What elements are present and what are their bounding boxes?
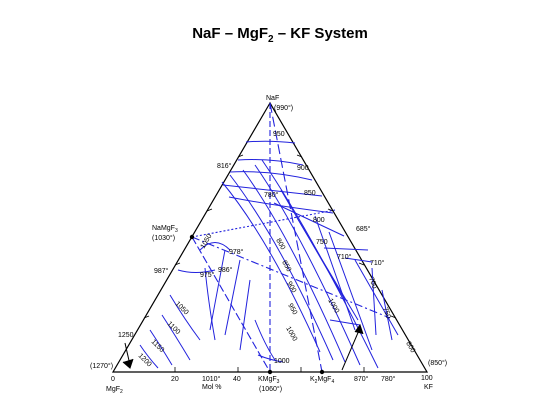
vertex-naf-temp: (990°): [274, 104, 293, 112]
left-namgf3-temp: (1030°): [152, 234, 175, 242]
isotherm-label: 800: [313, 217, 325, 224]
invariant-points: [189, 234, 325, 375]
isotherm-label: 900: [297, 165, 309, 172]
vertex-left-temp: (1270°): [90, 362, 113, 370]
interior-t978: 978°: [229, 248, 244, 256]
isotherm-labels: 950 900 850 800 750 800 850 900 950 1000…: [137, 131, 417, 369]
point-k2mgf4: [319, 369, 325, 375]
arrows: [122, 323, 364, 371]
vertex-kf-label: KF: [424, 384, 433, 391]
axis-tick-40: 40: [233, 376, 241, 383]
compound-kmgf3-temp: (1060°): [259, 385, 282, 393]
join-naf-k2mgf4: [269, 102, 323, 373]
axis-unit: Mol %: [202, 384, 221, 391]
interior-t710: 710°: [337, 253, 352, 261]
left-t987: 987°: [154, 267, 169, 275]
isotherm-label: 900: [285, 281, 297, 295]
vertex-right-value: 100: [421, 375, 433, 382]
isotherm-label: 750: [381, 306, 392, 319]
axis-t780: 780°: [381, 375, 396, 383]
vertex-right-temp: (850°): [428, 359, 447, 367]
isotherm-label: 750: [316, 239, 328, 246]
compound-kmgf3: KMgF3: [258, 376, 280, 385]
isotherm-label: 1200: [137, 352, 153, 368]
compound-k2mgf4: K2MgF4: [310, 376, 334, 385]
isotherm-curves: [139, 140, 399, 369]
left-namgf3: NaMgF3: [152, 225, 178, 234]
vertex-left-value: 0: [111, 376, 115, 383]
edge-ticks: [143, 154, 397, 372]
right-t685: 685°: [356, 225, 371, 233]
interior-t986: 986°: [218, 266, 233, 274]
isotherm-label: 700: [367, 276, 378, 289]
isotherm-label: 850: [304, 190, 316, 197]
isotherm-label: 1000: [326, 298, 340, 315]
isotherm-label: 1000: [284, 326, 298, 343]
interior-t975: 975°: [200, 271, 215, 279]
isotherm-label: 800: [274, 238, 286, 252]
isotherm-label: 1150: [150, 338, 166, 354]
vertex-mgf2-label: MgF2: [106, 386, 123, 395]
isotherm-label: 1000: [274, 358, 290, 365]
isotherm-label: 950: [286, 303, 298, 317]
axis-tick-20: 20: [171, 376, 179, 383]
vertex-naf-label: NaF: [266, 95, 279, 102]
diagram-title: NaF – MgF2 – KF System: [192, 25, 368, 45]
isotherm-label: 850: [280, 260, 292, 274]
axis-t1010: 1010°: [202, 375, 221, 383]
isotherm-label: 800: [404, 341, 416, 355]
interior-t780: 780°: [264, 191, 279, 199]
right-t710: 710°: [370, 259, 385, 267]
axis-t870: 870°: [354, 375, 369, 383]
point-namgf3: [189, 234, 195, 240]
isotherm-label: 950: [273, 131, 285, 138]
left-t1250: 1250: [118, 332, 134, 339]
left-t816: 816°: [217, 162, 232, 170]
point-kmgf3: [267, 369, 273, 375]
